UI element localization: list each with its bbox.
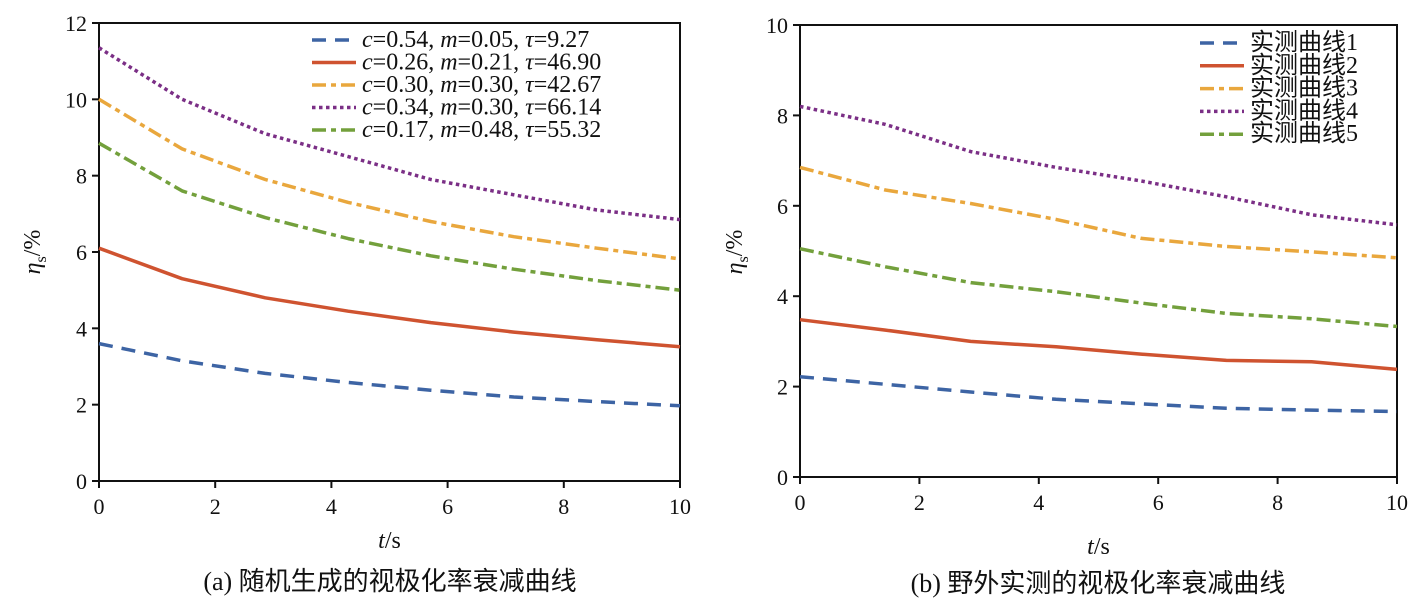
y-tick-label: 4 — [76, 316, 87, 341]
x-tick-label: 0 — [94, 494, 105, 519]
series-line-5 — [799, 246, 1398, 329]
x-tick-label: 10 — [669, 494, 691, 519]
x-tick-label: 8 — [558, 494, 569, 519]
legend-label: c=0.34, m=0.30, τ=66.14 — [362, 95, 601, 121]
y-tick-label: 8 — [76, 164, 87, 189]
x-axis-title: t/s — [1087, 534, 1110, 560]
y-axis-title: ηs/% — [20, 230, 50, 275]
x-tick-label: 0 — [795, 490, 806, 515]
x-tick-label: 6 — [442, 494, 453, 519]
legend-label: c=0.17, m=0.48, τ=55.32 — [362, 117, 601, 143]
legend-label: 实测曲线1 — [1250, 29, 1358, 56]
series-line-1 — [98, 341, 681, 408]
y-tick-label: 2 — [777, 375, 788, 400]
legend-label: 实测曲线3 — [1250, 75, 1358, 102]
plot-frame — [799, 24, 1398, 478]
y-tick-label: 8 — [777, 103, 788, 128]
y-tick-label: 10 — [766, 13, 788, 38]
y-tick-label: 0 — [76, 469, 87, 494]
series-line-2 — [799, 317, 1398, 372]
x-tick-label: 6 — [1153, 490, 1164, 515]
legend-label: 实测曲线5 — [1250, 120, 1358, 147]
y-tick-label: 10 — [65, 87, 87, 112]
x-tick-label: 10 — [1386, 490, 1408, 515]
legend-label: 实测曲线4 — [1250, 97, 1358, 124]
series-line-1 — [799, 374, 1398, 414]
x-tick-label: 4 — [1033, 490, 1044, 515]
x-tick-label: 8 — [1272, 490, 1283, 515]
series-line-3 — [799, 165, 1398, 260]
series-line-4 — [98, 46, 681, 222]
legend-label: c=0.30, m=0.30, τ=42.67 — [362, 72, 601, 98]
y-tick-label: 0 — [777, 465, 788, 490]
legend-label: c=0.26, m=0.21, τ=46.90 — [362, 50, 601, 76]
x-tick-label: 4 — [326, 494, 337, 519]
legend-label: 实测曲线2 — [1250, 52, 1358, 79]
x-axis-title: t/s — [378, 528, 401, 554]
series-line-5 — [98, 141, 681, 292]
series-line-2 — [98, 246, 681, 349]
x-tick-label: 2 — [210, 494, 221, 519]
legend-label: c=0.54, m=0.05, τ=9.27 — [362, 27, 589, 53]
figure-caption: (a) 随机生成的视极化率衰减曲线 — [203, 567, 576, 596]
y-tick-label: 4 — [777, 284, 788, 309]
y-tick-label: 6 — [777, 194, 788, 219]
y-tick-label: 12 — [65, 11, 87, 36]
series-line-3 — [98, 97, 681, 261]
figure-caption: (b) 野外实测的视极化率衰减曲线 — [911, 569, 1286, 598]
y-tick-label: 2 — [76, 393, 87, 418]
y-axis-title: ηs/% — [722, 230, 752, 275]
x-tick-label: 2 — [914, 490, 925, 515]
legend: c=0.54, m=0.05, τ=9.27c=0.26, m=0.21, τ=… — [312, 27, 601, 143]
y-tick-label: 6 — [76, 240, 87, 265]
